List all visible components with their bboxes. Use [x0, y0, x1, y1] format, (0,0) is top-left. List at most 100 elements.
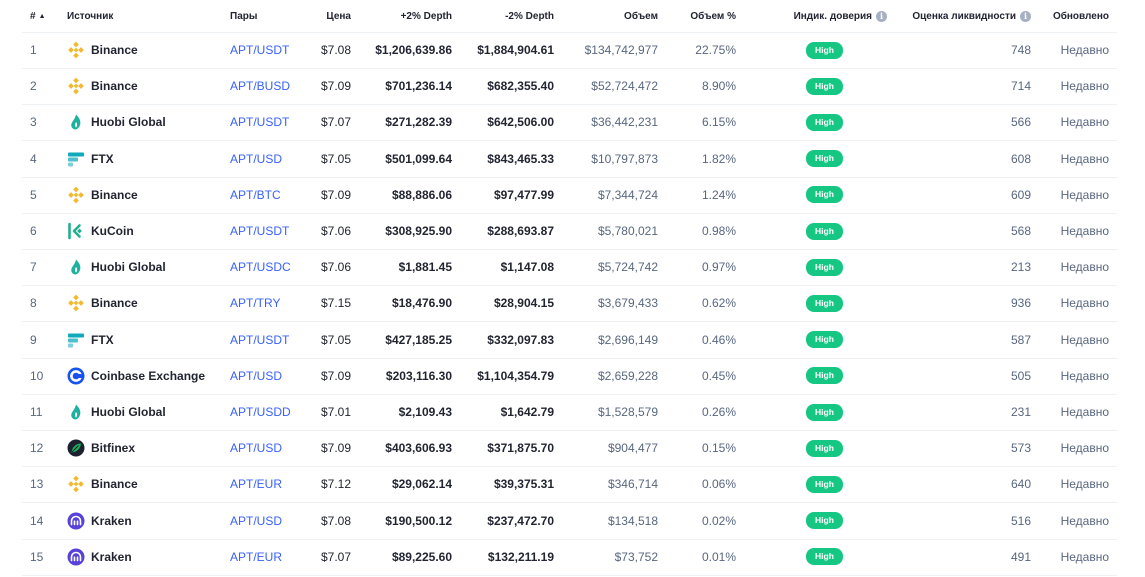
exchange-link[interactable]: Kraken [67, 539, 227, 575]
coinbase-logo-icon [67, 367, 85, 385]
confidence-badge[interactable]: High [806, 258, 843, 276]
row-number: 5 [30, 187, 37, 202]
table-row[interactable]: 5 Binance APT/BTC $7.09 $88,886.06 $97,477.99… [22, 177, 1117, 214]
plus-depth: $29,062.14 [391, 477, 452, 492]
confidence-badge[interactable]: High [806, 113, 843, 131]
exchange-link[interactable]: Binance [67, 466, 227, 502]
pair-link[interactable]: APT/USD [230, 151, 283, 166]
table-row[interactable]: 2 Binance APT/BUSD $7.09 $701,236.14 $682,355… [22, 68, 1117, 106]
volume: $52,724,472 [591, 79, 658, 94]
exchange-link[interactable]: Bitfinex [67, 430, 227, 466]
table-row[interactable]: 9 FTX APT/USDT $7.05 $427,185.25 $332,097.83 $… [22, 322, 1117, 359]
header-updated[interactable]: Обновлено [1052, 10, 1109, 22]
confidence-cell: High [762, 249, 887, 285]
header-volume-pct[interactable]: Объем % [690, 10, 736, 22]
price: $7.09 [320, 79, 351, 94]
pair-link[interactable]: APT/USDT [230, 224, 290, 238]
confidence-badge[interactable]: High [806, 41, 843, 59]
liquidity-score: 505 [1010, 368, 1031, 383]
table-row[interactable]: 1 Binance APT/USDT $7.08 $1,206,639.86 $1,884… [22, 32, 1117, 69]
confidence-badge[interactable]: High [806, 150, 843, 168]
minus-depth: $132,211.19 [487, 549, 554, 564]
pair-link[interactable]: APT/USDC [230, 260, 291, 275]
table-row[interactable]: 4 FTX APT/USD $7.05 $501,099.64 $843,465.33 $1… [22, 141, 1117, 178]
confidence-badge[interactable]: High [806, 548, 843, 566]
pair-link[interactable]: APT/EUR [230, 549, 283, 564]
updated-status: Недавно [1060, 332, 1109, 347]
minus-depth: $843,465.33 [487, 151, 554, 166]
header-liquidity[interactable]: Оценка ликвидности i [892, 0, 1031, 32]
confidence-badge[interactable]: High [806, 222, 843, 240]
header-price[interactable]: Цена [326, 10, 351, 22]
confidence-badge[interactable]: High [806, 512, 843, 530]
pair-link[interactable]: APT/TRY [230, 296, 281, 311]
row-number: 7 [30, 260, 37, 275]
header-confidence[interactable]: Индик. доверия i [762, 0, 887, 32]
confidence-badge[interactable]: High [806, 294, 843, 312]
liquidity-score: 213 [1010, 260, 1031, 275]
confidence-badge[interactable]: High [806, 77, 843, 95]
volume: $2,696,149 [597, 332, 658, 347]
huobi-logo-icon [67, 258, 85, 276]
exchange-link[interactable]: Huobi Global [67, 394, 227, 430]
table-row[interactable]: 6 KuCoin APT/USDT $7.06 $308,925.90 $288,693.… [22, 213, 1117, 250]
table-row[interactable]: 13 Binance APT/EUR $7.12 $29,062.14 $39,375.3… [22, 466, 1117, 504]
exchange-link[interactable]: Huobi Global [67, 249, 227, 285]
exchange-link[interactable]: Binance [67, 68, 227, 104]
header-source[interactable]: Источник [67, 10, 114, 22]
pair-link[interactable]: APT/BTC [230, 187, 281, 202]
plus-depth: $88,886.06 [391, 187, 452, 202]
confidence-cell: High [762, 104, 887, 140]
pair-link[interactable]: APT/USDT [230, 115, 290, 130]
confidence-info-icon[interactable]: i [876, 10, 887, 22]
exchange-name: Huobi Global [91, 405, 166, 419]
pair-link[interactable]: APT/USDT [230, 43, 290, 57]
exchange-link[interactable]: Binance [67, 32, 227, 68]
minus-depth: $237,472.70 [487, 513, 554, 528]
pair-link[interactable]: APT/USD [230, 368, 283, 383]
table-row[interactable]: 12 Bitfinex APT/USD $7.09 $403,606.93 $371,87… [22, 430, 1117, 468]
confidence-badge[interactable]: High [806, 367, 843, 385]
exchange-link[interactable]: Coinbase Exchange [67, 358, 227, 394]
pair-link[interactable]: APT/USDT [230, 332, 290, 347]
table-row[interactable]: 11 Huobi Global APT/USDD $7.01 $2,109.43 $1,6… [22, 394, 1117, 431]
exchange-link[interactable]: FTX [67, 141, 227, 177]
header-plus-depth[interactable]: +2% Depth [400, 10, 452, 22]
pair-link[interactable]: APT/BUSD [230, 79, 291, 94]
plus-depth: $1,881.45 [398, 260, 452, 275]
header-minus-depth[interactable]: -2% Depth [505, 10, 554, 22]
pair-link[interactable]: APT/USD [230, 441, 283, 456]
exchange-link[interactable]: Binance [67, 177, 227, 213]
exchange-link[interactable]: FTX [67, 322, 227, 358]
table-row[interactable]: 8 Binance APT/TRY $7.15 $18,476.90 $28,904.15… [22, 285, 1117, 323]
volume: $5,724,742 [597, 260, 658, 275]
confidence-cell: High [762, 322, 887, 358]
sort-ascending-icon[interactable]: ▲ [38, 12, 46, 20]
confidence-badge[interactable]: High [806, 403, 843, 421]
table-row[interactable]: 14 Kraken APT/USD $7.08 $190,500.12 $237,472.… [22, 503, 1117, 540]
liquidity-score: 609 [1010, 187, 1031, 202]
confidence-badge[interactable]: High [806, 331, 843, 349]
confidence-badge[interactable]: High [806, 475, 843, 493]
exchange-link[interactable]: Kraken [67, 503, 227, 539]
pair-link[interactable]: APT/USD [230, 513, 283, 528]
liquidity-score: 516 [1010, 513, 1031, 528]
liquidity-score: 491 [1010, 549, 1031, 564]
exchange-link[interactable]: Binance [67, 285, 227, 321]
table-row[interactable]: 3 Huobi Global APT/USDT $7.07 $271,282.39 $64… [22, 104, 1117, 142]
exchange-link[interactable]: KuCoin [67, 213, 227, 249]
confidence-badge[interactable]: High [806, 439, 843, 457]
table-row[interactable]: 15 Kraken APT/EUR $7.07 $89,225.60 $132,211.1… [22, 539, 1117, 576]
header-volume[interactable]: Объем [624, 10, 658, 22]
liquidity-score: 568 [1010, 224, 1031, 238]
pair-link[interactable]: APT/EUR [230, 477, 283, 492]
confidence-badge[interactable]: High [806, 186, 843, 204]
header-pairs[interactable]: Пары [230, 10, 258, 22]
table-row[interactable]: 10 Coinbase Exchange APT/USD $7.09 $203,116.… [22, 358, 1117, 395]
liquidity-info-icon[interactable]: i [1020, 10, 1031, 22]
pair-link[interactable]: APT/USDD [230, 405, 291, 419]
table-row[interactable]: 7 Huobi Global APT/USDC $7.06 $1,881.45 $1,14… [22, 249, 1117, 287]
header-num[interactable]: # ▲ [30, 0, 60, 32]
exchange-link[interactable]: Huobi Global [67, 104, 227, 140]
updated-status: Недавно [1060, 296, 1109, 311]
